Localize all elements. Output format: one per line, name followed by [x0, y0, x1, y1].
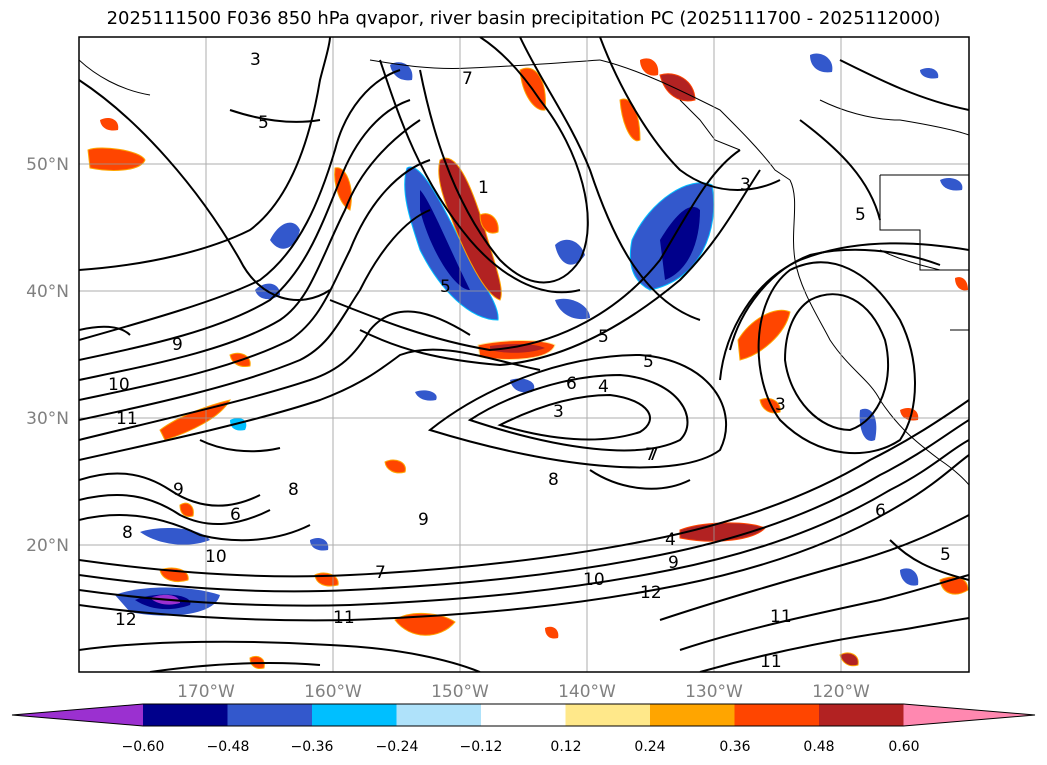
- contour-label: 10: [205, 547, 227, 567]
- colorbar-segment: [734, 704, 820, 726]
- colorbar-segment: [481, 704, 566, 726]
- colorbar-outline: [11, 703, 1036, 727]
- contour-label: 7: [645, 445, 656, 465]
- contour-label: 11: [760, 652, 782, 672]
- colorbar-ticks: −0.60 −0.48 −0.36 −0.24 −0.12 0.12 0.24 …: [122, 739, 920, 755]
- colorbar-segment: [819, 704, 904, 726]
- contour-label: 1: [478, 178, 489, 198]
- colorbar-extend-low: [12, 704, 143, 726]
- contour-label: 5: [643, 352, 654, 372]
- colorbar-segment: [227, 704, 313, 726]
- contour-labels: 3 5 7 9 10 11 12 3 4 5 6 7 8 9 10 11 12 …: [108, 50, 951, 672]
- colorbar-segment: [143, 704, 228, 726]
- contour-label: 12: [640, 583, 662, 603]
- contour-label: 4: [598, 377, 609, 397]
- colorbar-segment: [565, 704, 651, 726]
- contour-label: 5: [258, 113, 269, 133]
- contour-label: 8: [548, 470, 559, 490]
- colorbar-tick-label: −0.60: [122, 739, 165, 755]
- precip-pc-shading: [87, 53, 969, 669]
- lat-tick-label: 50°N: [26, 155, 69, 175]
- colorbar-tick-label: −0.12: [460, 739, 503, 755]
- lon-tick-label: 160°W: [304, 682, 362, 702]
- contour-label: 11: [770, 607, 792, 627]
- lat-tick-label: 20°N: [26, 536, 69, 556]
- lon-tick-label: 120°W: [812, 682, 870, 702]
- contour-label: 3: [740, 175, 751, 195]
- colorbar-segment: [650, 704, 735, 726]
- chart-title: 2025111500 F036 850 hPa qvapor, river ba…: [106, 8, 941, 29]
- contour-label: 7: [462, 69, 473, 89]
- contour-label: 11: [333, 608, 355, 628]
- lon-tick-label: 150°W: [431, 682, 489, 702]
- colorbar-segment: [312, 704, 397, 726]
- contour-label: 3: [775, 395, 786, 415]
- colorbar-tick-label: −0.48: [207, 739, 250, 755]
- contour-label: 5: [855, 205, 866, 225]
- colorbar-tick-label: 0.12: [550, 739, 581, 755]
- contour-label: 5: [440, 277, 451, 297]
- map-frame: [78, 36, 970, 673]
- colorbar-tick-label: 0.24: [634, 739, 665, 755]
- lon-tick-label: 170°W: [177, 682, 235, 702]
- contour-label: 8: [122, 523, 133, 543]
- colorbar-tick-label: 0.48: [803, 739, 834, 755]
- colorbar-tick-label: −0.36: [291, 739, 334, 755]
- lat-tick-label: 40°N: [26, 282, 69, 302]
- colorbar-segment: [396, 704, 482, 726]
- contour-label: 10: [108, 375, 130, 395]
- contour-label: 7: [648, 445, 659, 465]
- colorbar-extend-high: [903, 704, 1035, 726]
- contour-label: 9: [173, 480, 184, 500]
- contour-label: 7: [375, 563, 386, 583]
- lat-tick-label: 30°N: [26, 409, 69, 429]
- contour-label: 9: [172, 335, 183, 355]
- colorbar-tick-label: 0.36: [719, 739, 750, 755]
- colorbar-tick-label: 0.60: [888, 739, 919, 755]
- contour-label: 5: [598, 327, 609, 347]
- colorbar: [11, 703, 1036, 727]
- contour-label: 10: [583, 570, 605, 590]
- contour-label: 3: [553, 402, 564, 422]
- contour-label: 8: [288, 480, 299, 500]
- contour-label: 11: [116, 409, 138, 429]
- coastlines: [79, 59, 969, 486]
- contour-label: 4: [665, 530, 676, 550]
- qvapor-contours: [79, 37, 969, 672]
- contour-label: 9: [418, 510, 429, 530]
- contour-label: 3: [250, 50, 261, 70]
- contour-label: 6: [230, 505, 241, 525]
- contour-label: 6: [566, 374, 577, 394]
- contour-label: 9: [668, 553, 679, 573]
- contour-label: 12: [115, 610, 137, 630]
- contour-label: 6: [875, 501, 886, 521]
- latitude-ticks: 50°N 40°N 30°N 20°N: [26, 155, 69, 556]
- contour-label: 5: [940, 545, 951, 565]
- lon-tick-label: 130°W: [685, 682, 743, 702]
- lon-tick-label: 140°W: [558, 682, 616, 702]
- colorbar-tick-label: −0.24: [376, 739, 419, 755]
- longitude-ticks: 170°W 160°W 150°W 140°W 130°W 120°W: [177, 682, 870, 702]
